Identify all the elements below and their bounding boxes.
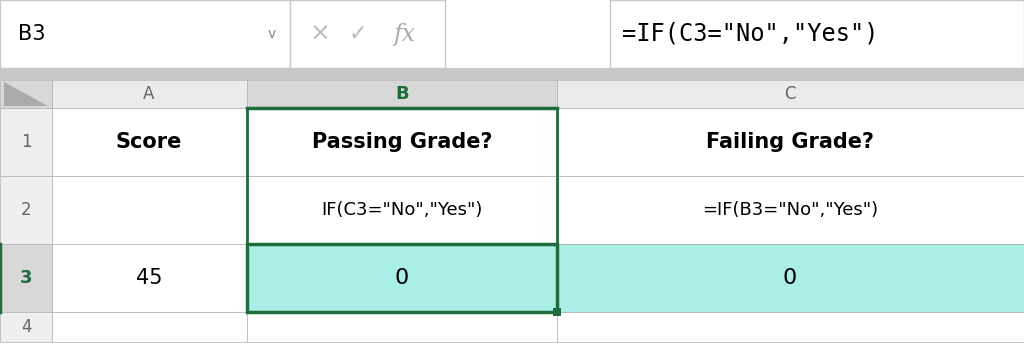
Bar: [553, 308, 561, 316]
Text: IF(C3="No","Yes"): IF(C3="No","Yes"): [322, 201, 482, 219]
Text: ✓: ✓: [349, 24, 368, 44]
Bar: [0, 80, 52, 108]
Bar: [52, 244, 247, 312]
Text: 0: 0: [783, 268, 797, 288]
Bar: [247, 108, 557, 176]
Text: 0: 0: [395, 268, 410, 288]
Text: Passing Grade?: Passing Grade?: [311, 132, 493, 152]
Bar: [557, 80, 1024, 108]
Bar: [610, 0, 1024, 68]
Text: =IF(B3="No","Yes"): =IF(B3="No","Yes"): [701, 201, 878, 219]
Bar: [52, 108, 247, 176]
Bar: [0, 244, 52, 312]
Text: B: B: [395, 85, 409, 103]
Bar: [0, 0, 1024, 68]
Text: 1: 1: [20, 133, 32, 151]
Text: v: v: [268, 27, 276, 41]
Text: C: C: [784, 85, 796, 103]
Polygon shape: [4, 82, 48, 106]
Text: 4: 4: [20, 318, 32, 336]
Bar: [290, 0, 445, 68]
Bar: [247, 80, 557, 108]
Text: 2: 2: [20, 201, 32, 219]
Text: Failing Grade?: Failing Grade?: [706, 132, 874, 152]
Bar: [557, 312, 1024, 342]
Text: 3: 3: [19, 269, 32, 287]
Bar: [247, 176, 557, 244]
Text: A: A: [143, 85, 155, 103]
Bar: [247, 312, 557, 342]
Bar: [52, 312, 247, 342]
Bar: [557, 108, 1024, 176]
Text: fx: fx: [394, 22, 416, 45]
Bar: [0, 176, 52, 244]
Text: B3: B3: [18, 24, 45, 44]
Bar: [557, 176, 1024, 244]
Text: ×: ×: [309, 22, 331, 46]
Bar: [0, 0, 290, 68]
Text: =IF(C3="No","Yes"): =IF(C3="No","Yes"): [622, 22, 879, 46]
Bar: [0, 108, 52, 176]
Text: Score: Score: [116, 132, 182, 152]
Bar: [52, 80, 247, 108]
Bar: [247, 244, 557, 312]
Text: 45: 45: [136, 268, 162, 288]
Bar: [52, 176, 247, 244]
Bar: [0, 68, 1024, 80]
Bar: [557, 244, 1024, 312]
Bar: [0, 312, 52, 342]
